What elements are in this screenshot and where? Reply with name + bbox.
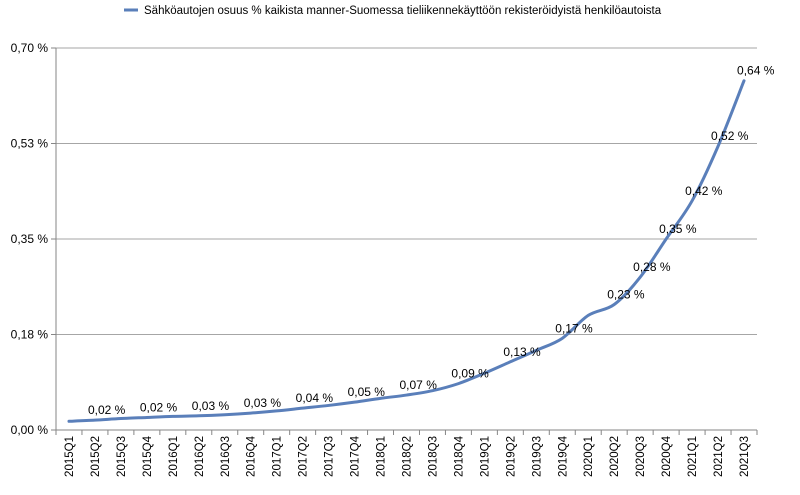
x-tick-label: 2015Q1 (64, 436, 76, 477)
x-tick-label: 2016Q2 (194, 436, 206, 477)
x-tick-label: 2018Q4 (453, 435, 465, 477)
x-tick-label: 2021Q2 (713, 436, 725, 477)
x-tick-label: 2016Q1 (168, 436, 180, 477)
legend-label: Sähköautojen osuus % kaikista manner-Suo… (144, 5, 662, 17)
x-tick-label: 2017Q2 (298, 436, 310, 477)
x-tick-label: 2015Q4 (142, 435, 154, 477)
data-label: 0,05 % (348, 385, 386, 399)
x-tick-label: 2017Q3 (324, 436, 336, 477)
x-tick-label: 2019Q3 (531, 436, 543, 477)
y-tick-label: 0,18 % (11, 328, 49, 342)
x-tick-label: 2017Q4 (350, 435, 362, 477)
data-label: 0,52 % (711, 129, 749, 143)
data-label: 0,17 % (555, 321, 593, 335)
data-label: 0,02 % (88, 403, 126, 417)
data-label: 0,07 % (400, 378, 438, 392)
x-tick-label: 2021Q1 (687, 436, 699, 477)
x-tick-label: 2020Q3 (635, 436, 647, 477)
x-tick-label: 2019Q1 (479, 436, 491, 477)
x-tick-label: 2018Q2 (402, 436, 414, 477)
y-tick-label: 0,53 % (11, 137, 49, 151)
data-label: 0,04 % (296, 391, 334, 405)
data-label: 0,13 % (503, 345, 541, 359)
x-tick-label: 2020Q2 (609, 436, 621, 477)
data-label: 0,42 % (685, 184, 723, 198)
series-line (67, 79, 746, 423)
data-label: 0,03 % (244, 396, 282, 410)
x-axis-ticks: 2015Q1 2015Q2 2015Q3 2015Q4 2016Q1 2016Q2 2016… (55, 430, 758, 477)
series-layer (67, 79, 746, 423)
x-tick-label: 2019Q2 (505, 436, 517, 477)
y-axis-ticks: 0,00 % 0,18 % 0,35 % 0,53 % 0,70 % (11, 41, 56, 437)
x-tick-label: 2018Q3 (427, 436, 439, 477)
data-label: 0,09 % (451, 367, 489, 381)
x-tick-label: 2016Q4 (246, 435, 258, 477)
x-tick-label: 2015Q2 (90, 436, 102, 477)
gridlines (56, 47, 757, 335)
data-label: 0,28 % (633, 260, 671, 274)
data-label: 0,64 % (737, 64, 775, 78)
y-tick-label: 0,70 % (11, 41, 49, 55)
x-tick-label: 2019Q4 (557, 435, 569, 477)
x-tick-label: 2016Q3 (220, 436, 232, 477)
y-tick-label: 0,00 % (11, 423, 49, 437)
x-tick-label: 2015Q3 (116, 436, 128, 477)
x-tick-label: 2020Q4 (661, 435, 673, 477)
x-tick-label: 2020Q1 (583, 436, 595, 477)
data-labels: 0,02 % 0,02 % 0,03 % 0,03 % 0,04 % 0,05 % 0,07… (88, 64, 775, 417)
x-tick-label: 2018Q1 (376, 436, 388, 477)
data-label: 0,02 % (140, 400, 178, 414)
y-tick-label: 0,35 % (11, 232, 49, 246)
legend: Sähköautojen osuus % kaikista manner-Suo… (124, 5, 662, 17)
x-tick-label: 2017Q1 (272, 436, 284, 477)
data-label: 0,35 % (659, 222, 697, 236)
data-label: 0,23 % (607, 287, 645, 301)
data-label: 0,03 % (192, 399, 230, 413)
x-tick-label: 2021Q3 (739, 436, 751, 477)
